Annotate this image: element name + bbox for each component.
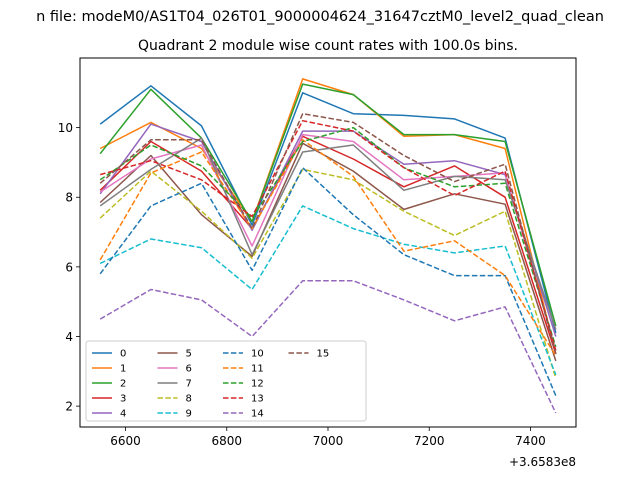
y-tick-label: 8 bbox=[65, 191, 73, 205]
series-line-1 bbox=[99, 78, 557, 355]
x-tick-label: 6600 bbox=[110, 434, 141, 448]
y-tick-label: 2 bbox=[65, 400, 73, 414]
series-line-6 bbox=[99, 133, 557, 351]
legend-label-1: 1 bbox=[120, 364, 126, 375]
y-tick-label: 4 bbox=[65, 330, 73, 344]
legend-box bbox=[85, 340, 367, 422]
legend-label-11: 11 bbox=[251, 364, 264, 375]
legend-label-7: 7 bbox=[186, 379, 192, 390]
legend-label-5: 5 bbox=[186, 349, 192, 360]
series-line-10 bbox=[99, 166, 557, 396]
x-tick-label: 7000 bbox=[313, 434, 344, 448]
series-line-5 bbox=[99, 142, 557, 362]
series-line-9 bbox=[99, 205, 557, 376]
x-offset-label: +3.6583e8 bbox=[509, 455, 576, 469]
figure-suptitle: n file: modeM0/AS1T04_026T01_9000004624_… bbox=[36, 9, 604, 25]
legend-label-8: 8 bbox=[186, 394, 192, 405]
legend-label-15: 15 bbox=[317, 349, 330, 360]
legend-label-9: 9 bbox=[186, 409, 192, 420]
legend-label-13: 13 bbox=[251, 394, 264, 405]
series-line-13 bbox=[100, 119, 557, 351]
series-layer bbox=[99, 78, 557, 414]
y-tick-label: 10 bbox=[58, 121, 73, 135]
y-tick-label: 6 bbox=[65, 260, 73, 274]
x-tick-label: 6800 bbox=[212, 434, 243, 448]
legend-label-3: 3 bbox=[120, 394, 126, 405]
series-line-12 bbox=[99, 126, 557, 348]
x-tick-label: 7200 bbox=[414, 434, 445, 448]
legend-label-4: 4 bbox=[120, 409, 126, 420]
series-line-3 bbox=[99, 135, 557, 355]
legend-label-6: 6 bbox=[186, 364, 192, 375]
x-tick-label: 7400 bbox=[515, 434, 546, 448]
legend-label-2: 2 bbox=[120, 379, 126, 390]
series-line-0 bbox=[99, 85, 557, 334]
chart-title: Quadrant 2 module wise count rates with … bbox=[138, 38, 518, 54]
legend-label-14: 14 bbox=[251, 409, 264, 420]
series-line-2 bbox=[99, 83, 557, 327]
legend-label-12: 12 bbox=[251, 379, 264, 390]
series-line-4 bbox=[99, 123, 557, 337]
series-line-8 bbox=[99, 168, 557, 379]
series-line-15 bbox=[99, 112, 557, 355]
series-line-7 bbox=[99, 137, 557, 330]
legend-label-0: 0 bbox=[120, 349, 126, 360]
series-line-14 bbox=[99, 280, 557, 414]
legend-label-10: 10 bbox=[251, 349, 264, 360]
series-line-11 bbox=[99, 139, 557, 357]
